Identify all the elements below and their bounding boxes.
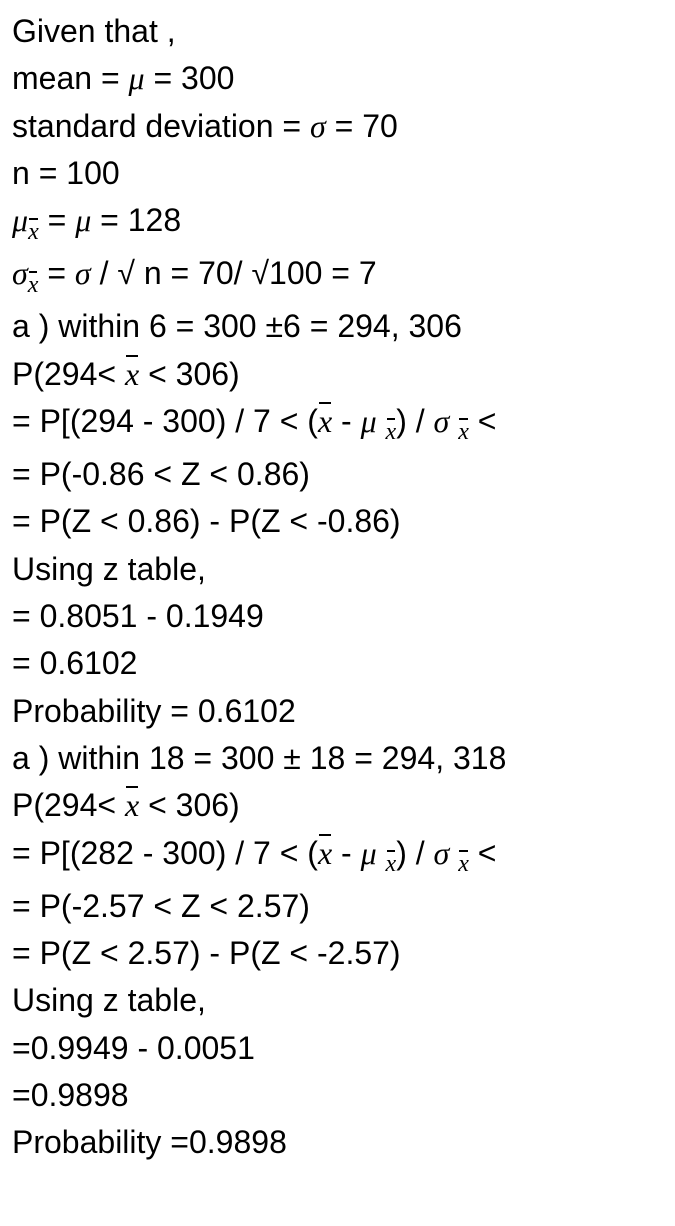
xbar-symbol: x: [318, 830, 332, 877]
text-line: μx = μ = 128: [12, 197, 663, 250]
text: = P(-0.86 < Z < 0.86): [12, 456, 310, 492]
text: Probability =0.9898: [12, 1124, 287, 1160]
text-line: P(294< x < 306): [12, 782, 663, 829]
xbar-subscript: x: [386, 847, 397, 883]
xbar-subscript: x: [28, 215, 39, 251]
text: <: [469, 835, 497, 871]
text: [377, 835, 386, 871]
text: -: [332, 403, 360, 439]
sigma-symbol: σ: [310, 108, 326, 144]
xbar-subscript: x: [386, 415, 397, 451]
text: = 0.6102: [12, 645, 137, 681]
mu-symbol: μ: [361, 403, 377, 439]
text: <: [469, 403, 497, 439]
text-line: = 0.6102: [12, 640, 663, 687]
text-line: = P(Z < 2.57) - P(Z < -2.57): [12, 930, 663, 977]
text-line: Probability = 0.6102: [12, 688, 663, 735]
text: Given that ,: [12, 13, 176, 49]
text: Using z table,: [12, 982, 206, 1018]
xbar-subscript: x: [458, 847, 469, 883]
text: [377, 403, 386, 439]
text: < 306): [139, 356, 240, 392]
text: = 0.8051 - 0.1949: [12, 598, 264, 634]
text-line: = P[(294 - 300) / 7 < (x - μ x) / σ x <: [12, 398, 663, 451]
text: Using z table,: [12, 551, 206, 587]
mu-symbol: μ: [129, 60, 145, 96]
text-line: σx = σ / √ n = 70/ √100 = 7: [12, 250, 663, 303]
text: -: [332, 835, 360, 871]
text: / √ n = 70/ √100 = 7: [91, 255, 377, 291]
xbar-symbol: x: [125, 782, 139, 829]
sigma-symbol: σ: [12, 255, 28, 291]
text-line: =0.9898: [12, 1072, 663, 1119]
text-line: = P(Z < 0.86) - P(Z < -0.86): [12, 498, 663, 545]
text: =: [39, 202, 75, 238]
text: =0.9898: [12, 1077, 129, 1113]
text: ) /: [396, 403, 433, 439]
text-line: mean = μ = 300: [12, 55, 663, 102]
text: < 306): [139, 787, 240, 823]
text: = P[(294 - 300) / 7 < (: [12, 403, 318, 439]
text: =0.9949 - 0.0051: [12, 1030, 255, 1066]
text: ) /: [396, 835, 433, 871]
text: P(294<: [12, 787, 125, 823]
text: a ) within 18 = 300 ± 18 = 294, 318: [12, 740, 506, 776]
text-line: = P(-0.86 < Z < 0.86): [12, 451, 663, 498]
text: [449, 403, 458, 439]
text-line: = P(-2.57 < Z < 2.57): [12, 883, 663, 930]
text: standard deviation =: [12, 108, 310, 144]
text: = 128: [91, 202, 181, 238]
text: n = 100: [12, 155, 120, 191]
xbar-symbol: x: [318, 398, 332, 445]
text: = P(-2.57 < Z < 2.57): [12, 888, 310, 924]
sigma-symbol: σ: [75, 255, 91, 291]
sigma-symbol: σ: [434, 835, 450, 871]
xbar-symbol: x: [125, 351, 139, 398]
text: P(294<: [12, 356, 125, 392]
text-line: = 0.8051 - 0.1949: [12, 593, 663, 640]
mu-symbol: μ: [361, 835, 377, 871]
text: [449, 835, 458, 871]
text-line: = P[(282 - 300) / 7 < (x - μ x) / σ x <: [12, 830, 663, 883]
text: = 70: [326, 108, 398, 144]
xbar-subscript: x: [458, 415, 469, 451]
text: Probability = 0.6102: [12, 693, 296, 729]
text-line: =0.9949 - 0.0051: [12, 1025, 663, 1072]
text-line: a ) within 18 = 300 ± 18 = 294, 318: [12, 735, 663, 782]
text-line: P(294< x < 306): [12, 351, 663, 398]
text: mean =: [12, 60, 129, 96]
text-line: standard deviation = σ = 70: [12, 103, 663, 150]
text: = P(Z < 0.86) - P(Z < -0.86): [12, 503, 401, 539]
text: = 300: [145, 60, 235, 96]
xbar-subscript: x: [28, 268, 39, 304]
text: = P[(282 - 300) / 7 < (: [12, 835, 318, 871]
text-line: Using z table,: [12, 546, 663, 593]
text: = P(Z < 2.57) - P(Z < -2.57): [12, 935, 401, 971]
text-line: Using z table,: [12, 977, 663, 1024]
text-line: Probability =0.9898: [12, 1119, 663, 1166]
text-line: n = 100: [12, 150, 663, 197]
text-line: Given that ,: [12, 8, 663, 55]
text: =: [38, 255, 74, 291]
mu-symbol: μ: [75, 202, 91, 238]
sigma-symbol: σ: [434, 403, 450, 439]
text: a ) within 6 = 300 ±6 = 294, 306: [12, 308, 462, 344]
mu-symbol: μ: [12, 202, 28, 238]
text-line: a ) within 6 = 300 ±6 = 294, 306: [12, 303, 663, 350]
